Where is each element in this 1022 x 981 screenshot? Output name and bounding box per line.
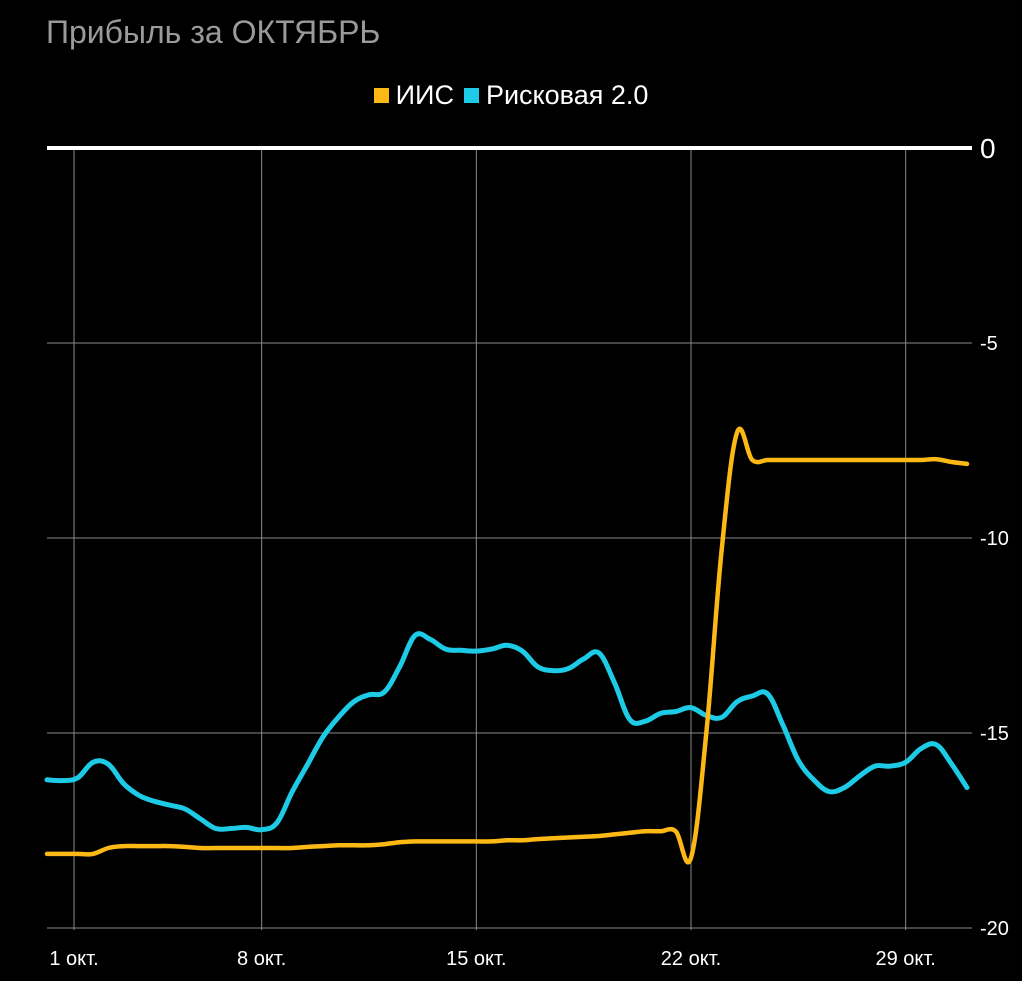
legend-label-risk: Рисковая 2.0: [485, 80, 649, 110]
chart-title: Прибыль за ОКТЯБРЬ: [46, 14, 381, 50]
series-lines: [44, 426, 970, 865]
x-tick-label: 8 окт.: [237, 948, 286, 970]
tick-labels: 1 окт. 8 окт. 15 окт. 22 окт. 29 окт. 0 -5 -10 -…: [49, 133, 1009, 970]
y-tick-label: -15: [980, 723, 1009, 745]
legend-swatch-risk: [463, 88, 479, 103]
y-tick-label: -10: [980, 528, 1009, 550]
y-tick-label: 0: [980, 133, 996, 164]
grid: [47, 146, 972, 930]
y-tick-label: -20: [980, 918, 1009, 940]
series-line-risk: [44, 631, 970, 833]
x-tick-label: 15 окт.: [446, 948, 506, 970]
legend-swatch-iis: [373, 88, 389, 103]
legend-item-risk: Рисковая 2.0: [463, 80, 649, 111]
series-line-iis: [44, 426, 970, 865]
x-tick-label: 29 окт.: [875, 948, 935, 970]
legend: ИИС Рисковая 2.0: [0, 80, 1022, 111]
x-tick-label: 1 окт.: [49, 948, 98, 970]
legend-label-iis: ИИС: [395, 80, 454, 110]
legend-item-iis: ИИС: [373, 80, 454, 111]
y-tick-label: -5: [980, 333, 998, 355]
x-tick-label: 22 окт.: [661, 948, 721, 970]
